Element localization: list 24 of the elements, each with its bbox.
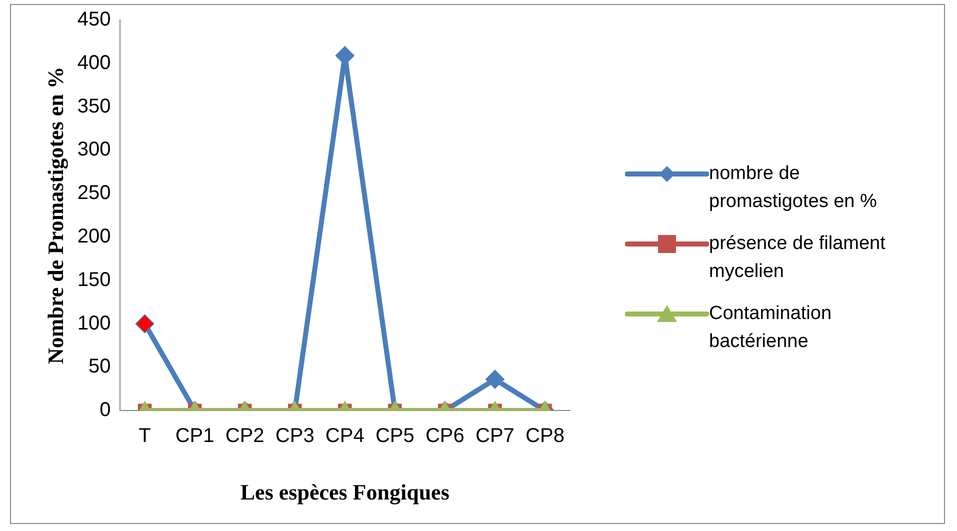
x-tick-label: CP7: [476, 425, 514, 448]
x-tick-label: CP5: [375, 425, 414, 448]
y-tick-label: 150: [77, 268, 111, 291]
y-tick-label: 100: [77, 312, 111, 334]
y-tick-label: 200: [77, 226, 111, 248]
x-tick-label: CP4: [325, 425, 364, 448]
x-tick-label: T: [138, 425, 151, 448]
x-tick-label: CP6: [425, 425, 464, 448]
y-tick-label: 450: [77, 8, 111, 31]
legend-label: Contamination bactérienne: [709, 302, 833, 354]
x-tick-label: CP2: [225, 425, 264, 448]
y-tick-label: 50: [88, 356, 111, 378]
y-tick-label: 350: [77, 95, 111, 118]
y-tick-label: 400: [77, 52, 111, 74]
x-tick-label: CP3: [275, 425, 314, 448]
legend-label: nombre de promastigotes en %: [709, 162, 878, 214]
y-tick-label: 250: [77, 182, 111, 204]
y-tick-label: 0: [100, 399, 111, 422]
y-tick-label: 300: [77, 138, 111, 161]
x-axis-title: Les espèces Fongiques: [240, 479, 450, 504]
x-tick-label: CP8: [526, 425, 564, 448]
legend-label: présence de filament mycelien: [709, 232, 886, 284]
x-tick-label: CP1: [175, 425, 214, 448]
y-axis-title: Nombre de Promastigotes en %: [42, 66, 68, 364]
